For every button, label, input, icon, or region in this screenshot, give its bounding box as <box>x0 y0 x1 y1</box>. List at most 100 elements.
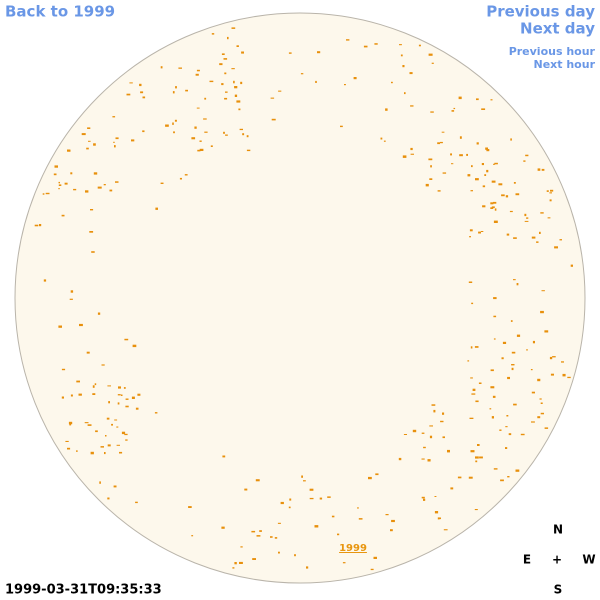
speck <box>508 433 512 436</box>
speck <box>234 86 238 89</box>
speck <box>506 233 510 236</box>
speck <box>537 416 541 419</box>
speck <box>91 251 95 253</box>
speck <box>97 186 102 189</box>
speck <box>65 440 69 442</box>
speck <box>442 436 445 439</box>
speck <box>256 535 261 537</box>
speck <box>340 125 343 128</box>
next-day-link[interactable]: Next day <box>520 20 595 38</box>
speck <box>131 396 135 399</box>
speck <box>113 485 117 488</box>
compass-south: S <box>554 583 563 597</box>
speck <box>255 479 260 482</box>
speck <box>118 386 121 389</box>
speck <box>101 364 105 366</box>
speck <box>108 401 110 404</box>
speck <box>303 480 306 482</box>
compass-west: W <box>582 553 595 567</box>
speck <box>409 72 413 75</box>
speck <box>469 236 471 238</box>
speck <box>233 80 235 84</box>
speck <box>493 468 498 470</box>
solar-disk <box>14 12 586 584</box>
speck <box>554 246 558 249</box>
speck <box>506 415 509 417</box>
speck <box>105 435 107 437</box>
speck <box>385 514 389 516</box>
speck <box>458 96 462 100</box>
speck <box>196 107 200 109</box>
speck <box>562 373 566 377</box>
speck <box>117 402 120 405</box>
previous-hour-link[interactable]: Previous hour <box>509 45 596 58</box>
speck <box>491 416 494 419</box>
speck <box>232 567 235 569</box>
speck <box>107 385 111 387</box>
previous-day-link[interactable]: Previous day <box>486 3 595 21</box>
speck <box>234 94 238 97</box>
speck <box>203 118 207 120</box>
speck <box>524 220 529 222</box>
speck <box>410 105 414 107</box>
speck <box>523 160 526 162</box>
speck <box>132 344 137 348</box>
speck <box>87 424 92 426</box>
speck <box>173 131 175 134</box>
speck <box>270 97 275 99</box>
speck <box>85 190 89 193</box>
speck <box>451 163 454 165</box>
speck <box>491 180 496 183</box>
speck <box>94 383 97 386</box>
speck <box>274 537 278 539</box>
speck <box>470 377 473 379</box>
speck <box>61 368 66 371</box>
speck <box>423 446 426 449</box>
speck <box>112 116 116 118</box>
speck <box>155 207 158 210</box>
back-link[interactable]: Back to 1999 <box>5 3 115 21</box>
speck <box>423 498 426 501</box>
speck <box>191 137 196 140</box>
speck <box>86 351 90 354</box>
speck <box>492 395 496 398</box>
speck <box>531 236 536 239</box>
speck <box>246 149 251 152</box>
speck <box>199 148 204 151</box>
speck <box>402 155 407 158</box>
speck <box>78 393 82 396</box>
speck <box>475 456 479 459</box>
speck <box>346 39 350 41</box>
speck <box>531 391 535 394</box>
speck <box>224 97 228 100</box>
speck <box>476 98 479 101</box>
speck <box>238 108 241 111</box>
speck <box>53 173 57 176</box>
speck <box>467 174 471 177</box>
speck <box>434 496 437 497</box>
speck <box>544 427 549 429</box>
speck <box>306 566 309 569</box>
speck <box>536 241 539 243</box>
speck <box>550 373 554 376</box>
speck <box>459 136 462 139</box>
speck <box>490 202 494 205</box>
next-hour-link[interactable]: Next hour <box>534 58 596 71</box>
speck <box>289 498 292 501</box>
speck <box>54 165 58 168</box>
speck <box>412 429 417 433</box>
speck <box>106 417 110 420</box>
speck <box>125 439 128 441</box>
speck <box>493 220 498 223</box>
speck <box>373 556 377 559</box>
speck <box>42 193 45 195</box>
speck <box>505 447 508 449</box>
speck <box>494 208 497 211</box>
year-link[interactable]: 1999 <box>339 543 367 554</box>
speck <box>107 444 111 447</box>
speck <box>490 369 494 372</box>
speck <box>547 217 551 219</box>
speck <box>39 224 42 227</box>
speck <box>525 154 529 157</box>
speck <box>61 396 64 399</box>
